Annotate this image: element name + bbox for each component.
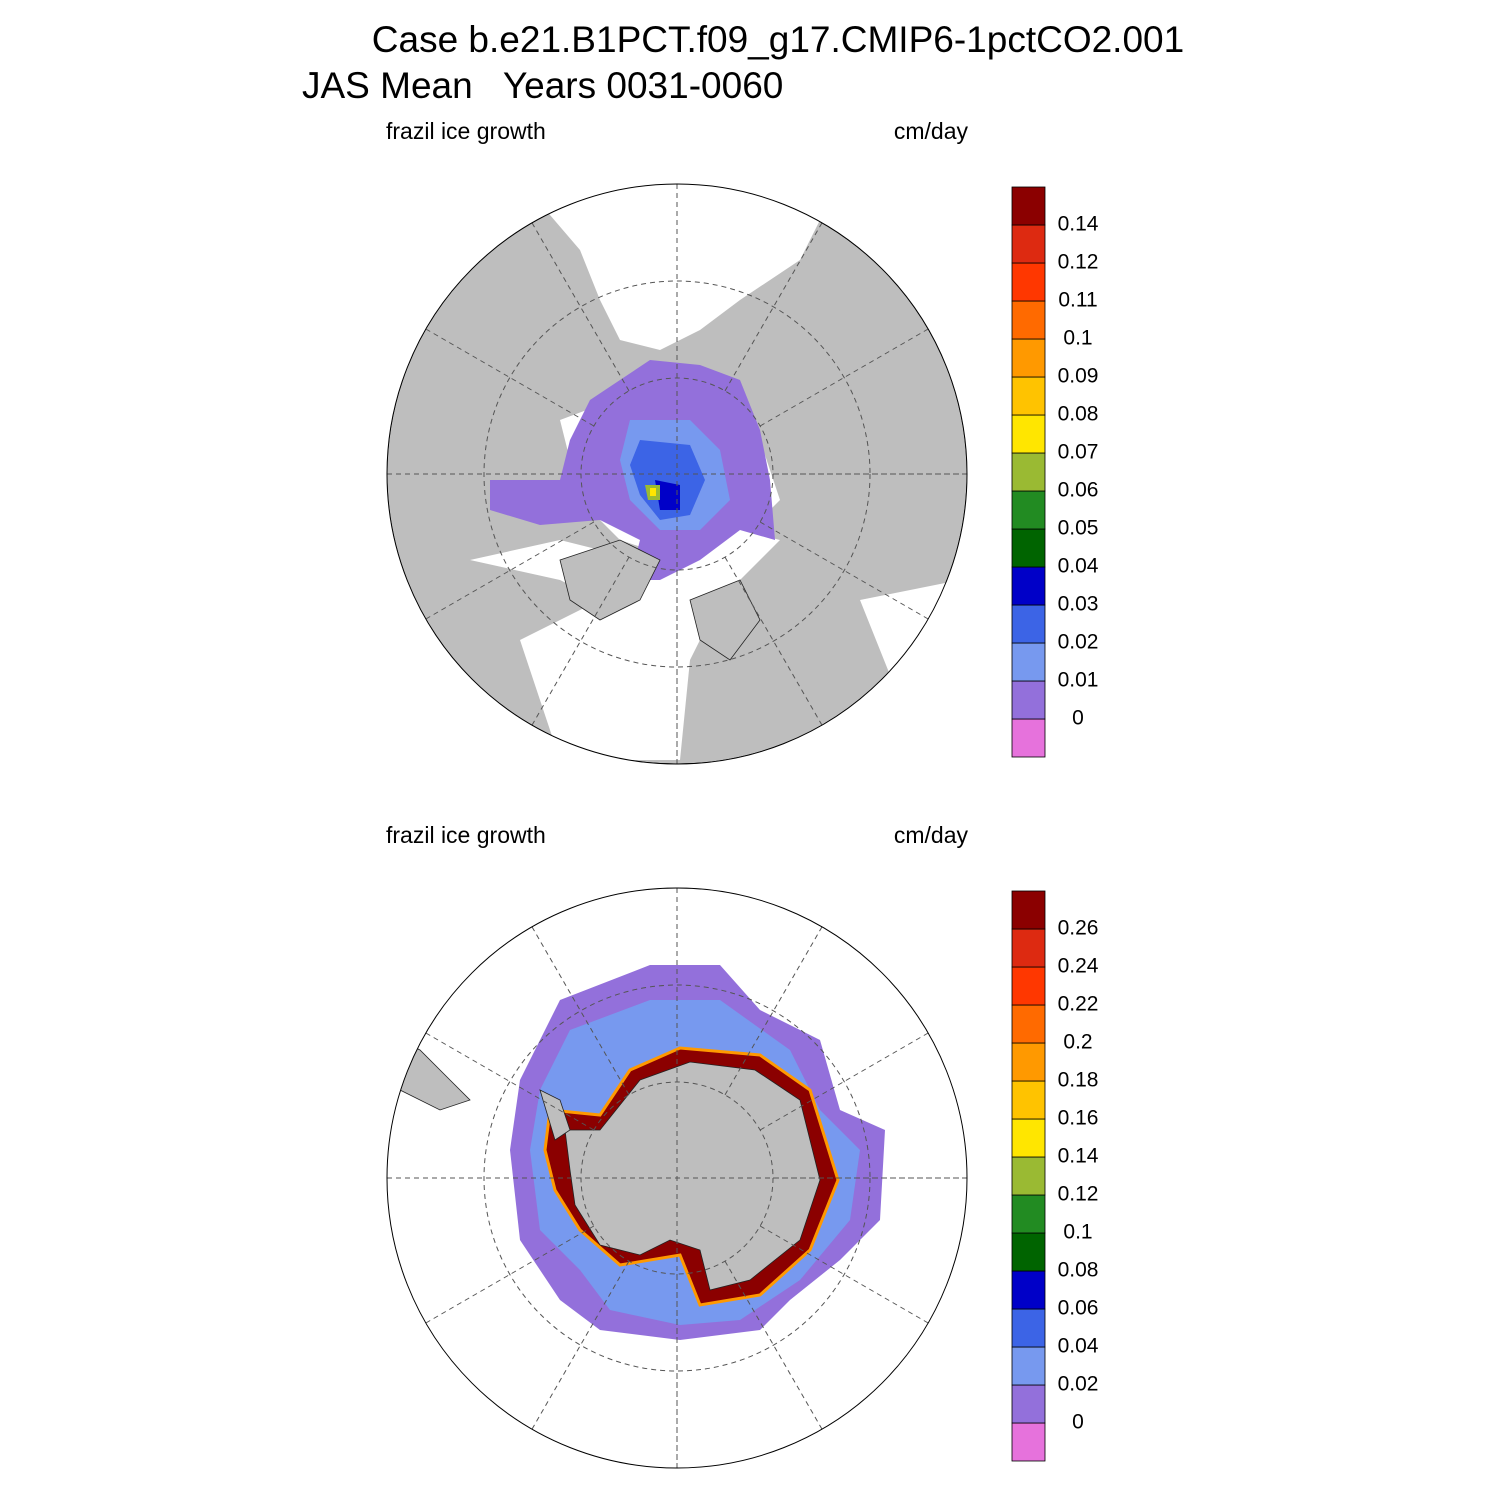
colorbar-box bbox=[1011, 680, 1046, 720]
meridian bbox=[416, 323, 595, 427]
colorbar-box bbox=[1011, 490, 1046, 530]
meridian bbox=[416, 1225, 595, 1329]
colorbar-label: 0.11 bbox=[1058, 289, 1097, 312]
meridian bbox=[724, 556, 828, 735]
colorbar-box bbox=[1011, 1232, 1046, 1272]
colorbar-box bbox=[1011, 1156, 1046, 1196]
colorbar-label: 0.18 bbox=[1058, 1069, 1099, 1092]
colorbar-label: 0.2 bbox=[1063, 1031, 1092, 1054]
colorbar-box bbox=[1011, 642, 1046, 682]
meridian bbox=[759, 1225, 938, 1329]
meridian bbox=[526, 556, 630, 735]
colorbar-label: 0.22 bbox=[1058, 993, 1099, 1016]
colorbar-label: 0.01 bbox=[1058, 669, 1099, 692]
colorbar-box bbox=[1011, 566, 1046, 606]
colorbar-label: 0.06 bbox=[1058, 479, 1099, 502]
colorbar-box bbox=[1011, 262, 1046, 302]
panel-label: frazil ice growth bbox=[386, 822, 546, 848]
colorbar-label: 0.08 bbox=[1058, 403, 1099, 426]
south-map-border bbox=[386, 887, 968, 1469]
colorbar-box bbox=[1011, 452, 1046, 492]
panel-label: frazil ice growth bbox=[386, 118, 546, 144]
colorbar-label: 0.12 bbox=[1058, 251, 1099, 274]
colorbar-box bbox=[1011, 1384, 1046, 1424]
colorbar-box bbox=[1011, 414, 1046, 454]
colorbar-box bbox=[1011, 1080, 1046, 1120]
meridian bbox=[416, 1027, 595, 1131]
units-label: cm/day bbox=[894, 822, 969, 848]
meridian bbox=[416, 521, 595, 625]
subtitle: JAS Mean Years 0031-0060 bbox=[302, 65, 783, 106]
meridian bbox=[759, 323, 938, 427]
colorbar-box bbox=[1011, 224, 1046, 264]
meridian bbox=[724, 213, 828, 392]
colorbar-box bbox=[1011, 718, 1046, 758]
colorbar-box bbox=[1011, 300, 1046, 340]
colorbar-label: 0.07 bbox=[1058, 441, 1099, 464]
colorbar-label: 0.24 bbox=[1058, 955, 1099, 978]
colorbar-box bbox=[1011, 1194, 1046, 1234]
meridian bbox=[759, 521, 938, 625]
colorbar-label: 0.02 bbox=[1058, 1373, 1099, 1396]
meridian bbox=[526, 213, 630, 392]
north-map bbox=[387, 184, 967, 764]
colorbar-label: 0.06 bbox=[1058, 1297, 1099, 1320]
colorbar-label: 0.16 bbox=[1058, 1107, 1099, 1130]
colorbar-label: 0 bbox=[1072, 1411, 1084, 1434]
north-map-border bbox=[386, 183, 968, 765]
colorbar-box bbox=[1011, 890, 1046, 930]
colorbar-label: 0 bbox=[1072, 707, 1084, 730]
meridian bbox=[724, 1260, 828, 1439]
colorbar-box bbox=[1011, 928, 1046, 968]
colorbar-label: 0.12 bbox=[1058, 1183, 1099, 1206]
meridian bbox=[526, 1260, 630, 1439]
colorbar-box bbox=[1011, 1346, 1046, 1386]
colorbar-label: 0.09 bbox=[1058, 365, 1099, 388]
colorbar-box bbox=[1011, 1270, 1046, 1310]
colorbar-label: 0.26 bbox=[1058, 917, 1099, 940]
meridian bbox=[724, 917, 828, 1096]
units-label: cm/day bbox=[894, 118, 969, 144]
colorbar-box bbox=[1011, 376, 1046, 416]
colorbar-box bbox=[1011, 186, 1046, 226]
colorbar-box bbox=[1011, 1308, 1046, 1348]
colorbar-box bbox=[1011, 338, 1046, 378]
colorbar-label: 0.1 bbox=[1063, 1221, 1092, 1244]
meridian bbox=[759, 1027, 938, 1131]
title: Case b.e21.B1PCT.f09_g17.CMIP6-1pctCO2.0… bbox=[372, 19, 1184, 60]
colorbar-label: 0.05 bbox=[1058, 517, 1099, 540]
colorbar-label: 0.02 bbox=[1058, 631, 1099, 654]
colorbar-box bbox=[1011, 1042, 1046, 1082]
colorbar-box bbox=[1011, 604, 1046, 644]
south-map bbox=[387, 888, 967, 1468]
colorbar-label: 0.08 bbox=[1058, 1259, 1099, 1282]
colorbar-label: 0.03 bbox=[1058, 593, 1099, 616]
colorbar-label: 0.04 bbox=[1058, 1335, 1099, 1358]
colorbar-label: 0.1 bbox=[1063, 327, 1092, 350]
colorbar-box bbox=[1011, 966, 1046, 1006]
meridian bbox=[526, 917, 630, 1096]
colorbar-box bbox=[1011, 1422, 1046, 1462]
colorbar-box bbox=[1011, 1118, 1046, 1158]
colorbar-label: 0.14 bbox=[1058, 1145, 1099, 1168]
colorbar-box bbox=[1011, 528, 1046, 568]
colorbar-label: 0.04 bbox=[1058, 555, 1099, 578]
colorbar-label: 0.14 bbox=[1058, 213, 1099, 236]
colorbar-box bbox=[1011, 1004, 1046, 1044]
